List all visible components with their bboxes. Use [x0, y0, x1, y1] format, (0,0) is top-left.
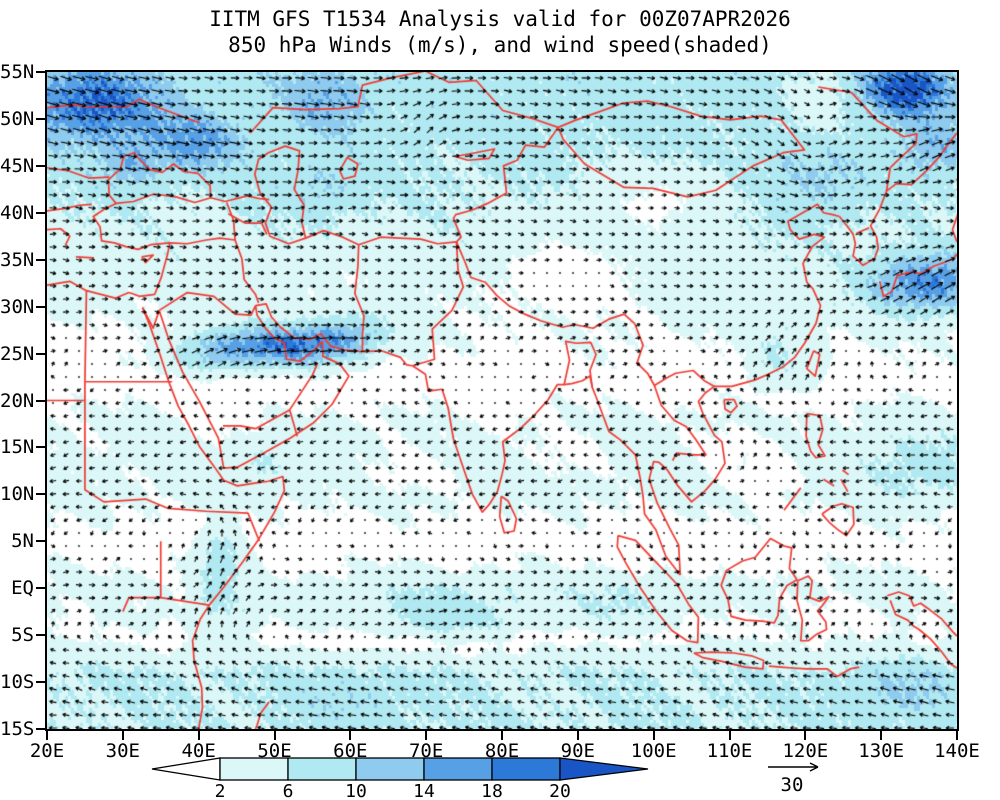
- y-tick-mark: [36, 71, 45, 73]
- y-tick-mark: [36, 587, 45, 590]
- x-tick-label: 80E: [484, 740, 520, 762]
- y-tick-label: 15N: [0, 436, 35, 459]
- x-tick-mark: [349, 731, 352, 740]
- x-tick-label: 90E: [560, 740, 595, 762]
- y-tick-label: 10N: [0, 483, 35, 506]
- x-tick-mark: [956, 731, 958, 740]
- y-tick-label: 35N: [0, 248, 35, 271]
- x-tick-label: 110E: [706, 740, 753, 762]
- x-tick-mark: [501, 731, 503, 740]
- x-tick-label: 60E: [333, 740, 368, 762]
- y-tick-mark: [36, 164, 45, 167]
- x-tick-label: 130E: [858, 740, 905, 762]
- colorbar-tick-label: 6: [283, 781, 294, 800]
- colorbar-tick-label: 14: [413, 781, 435, 800]
- colorbar-segment: [423, 757, 493, 781]
- y-tick-label: 10S: [0, 671, 35, 694]
- x-tick-label: 50E: [257, 740, 292, 762]
- y-tick-label: 30N: [0, 295, 35, 318]
- x-tick-label: 100E: [630, 740, 677, 762]
- colorbar-segment: [355, 757, 425, 781]
- colorbar-tick-label: 18: [481, 781, 503, 800]
- y-tick-mark: [36, 540, 45, 543]
- colorbar: 2 6 10 14 18 20: [151, 757, 649, 800]
- x-tick-label: 20E: [29, 740, 65, 762]
- y-tick-label: 40N: [0, 201, 35, 224]
- x-tick-mark: [880, 731, 883, 740]
- y-tick-mark: [36, 446, 45, 449]
- colorbar-tick-label: 10: [345, 781, 367, 800]
- y-tick-label: 55N: [0, 61, 35, 83]
- chart-title-line2: 850 hPa Winds (m/s), and wind speed(shad…: [228, 33, 772, 57]
- y-tick-mark: [36, 117, 45, 120]
- colorbar-segment: [287, 757, 357, 781]
- x-tick-mark: [576, 731, 579, 740]
- colorbar-segment: [219, 757, 289, 781]
- y-tick-mark: [36, 493, 45, 496]
- reference-vector: 30: [768, 762, 819, 796]
- x-tick-mark: [425, 731, 428, 740]
- y-tick-label: 5N: [11, 530, 34, 553]
- y-tick-label: 5S: [11, 624, 34, 647]
- colorbar-tick-label: 2: [215, 781, 226, 800]
- y-tick-mark: [36, 258, 45, 261]
- colorbar-arrow-left: [151, 757, 221, 781]
- y-tick-label: 25N: [0, 342, 35, 365]
- colorbar-segment: [491, 757, 561, 781]
- x-tick-label: 40E: [181, 740, 216, 762]
- x-tick-mark: [652, 731, 655, 740]
- y-tick-mark: [36, 211, 45, 214]
- chart-title-line1: IITM GFS T1534 Analysis valid for 00Z07A…: [209, 7, 791, 31]
- x-tick-label: 140E: [934, 740, 980, 762]
- y-tick-mark: [36, 681, 45, 684]
- y-tick-label: EQ: [11, 577, 34, 600]
- y-tick-label: 20N: [0, 389, 35, 412]
- map-canvas: [45, 70, 959, 731]
- x-tick-mark: [46, 731, 48, 740]
- x-tick-label: 30E: [105, 740, 140, 762]
- x-tick-label: 70E: [408, 740, 444, 762]
- x-tick-mark: [197, 731, 200, 740]
- x-tick-mark: [121, 731, 124, 740]
- x-tick-mark: [728, 731, 731, 740]
- y-tick-label: 15S: [0, 718, 35, 740]
- y-tick-label: 45N: [0, 154, 35, 177]
- y-tick-mark: [36, 305, 45, 308]
- y-tick-label: 50N: [0, 107, 35, 130]
- reference-arrow-icon: [768, 762, 819, 772]
- y-tick-mark: [36, 634, 45, 637]
- colorbar-arrow-right: [559, 757, 649, 781]
- y-tick-mark: [36, 728, 45, 730]
- colorbar-tick-label: 20: [549, 781, 571, 800]
- reference-vector-label: 30: [781, 774, 804, 796]
- x-tick-mark: [804, 731, 807, 740]
- y-tick-mark: [36, 399, 45, 402]
- x-tick-label: 120E: [782, 740, 829, 762]
- y-tick-mark: [36, 352, 45, 355]
- x-tick-mark: [273, 731, 276, 740]
